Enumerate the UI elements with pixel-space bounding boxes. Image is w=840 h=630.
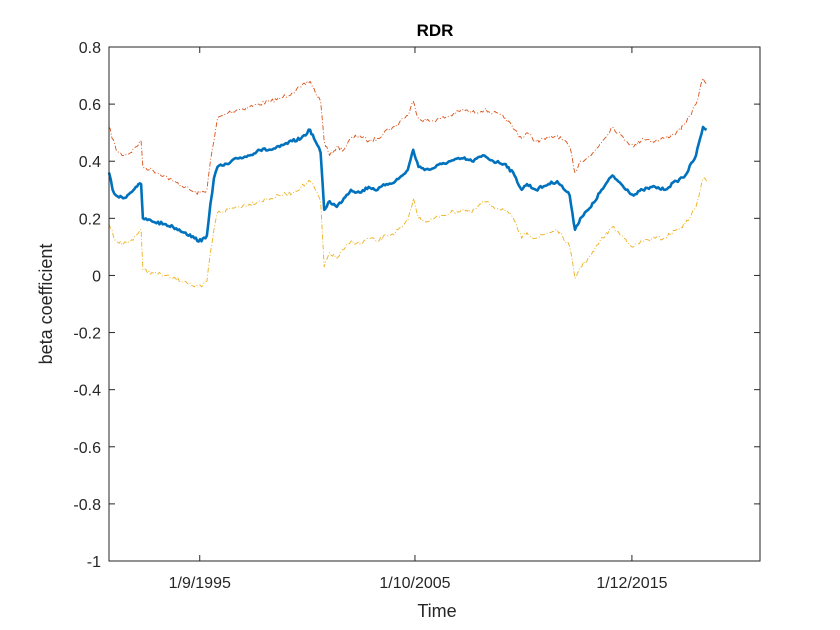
y-tick-label: 0 (92, 268, 101, 285)
x-axis-label: Time (417, 601, 456, 621)
y-axis: 0.8 0.6 0.4 0.2 0 -0.2 -0.4 -0.6 -0.8 -1 (73, 40, 760, 571)
chart-title: RDR (417, 21, 454, 40)
x-axis: 1/9/1995 1/10/2005 1/12/2015 (169, 47, 668, 592)
series-line-estimate (107, 125, 708, 243)
y-tick-label: 0.8 (79, 40, 101, 57)
y-tick-label: 0.4 (79, 154, 101, 171)
y-tick-label: 0.2 (79, 211, 101, 228)
y-tick-label: -0.6 (73, 440, 101, 457)
series-line-lower (108, 177, 707, 288)
axes-frame (108, 46, 761, 562)
x-tick-label: 1/10/2005 (379, 575, 450, 592)
series-layer (107, 77, 708, 288)
y-tick-label: 0.6 (79, 97, 101, 114)
series-line-upper (108, 77, 707, 195)
y-tick-label: -0.2 (73, 326, 101, 343)
y-tick-label: -1 (87, 554, 101, 571)
y-axis-label: beta coefficient (36, 244, 56, 365)
y-tick-label: -0.8 (73, 497, 101, 514)
y-tick-label: -0.4 (73, 383, 101, 400)
x-tick-label: 1/12/2015 (596, 575, 667, 592)
x-tick-label: 1/9/1995 (169, 575, 231, 592)
